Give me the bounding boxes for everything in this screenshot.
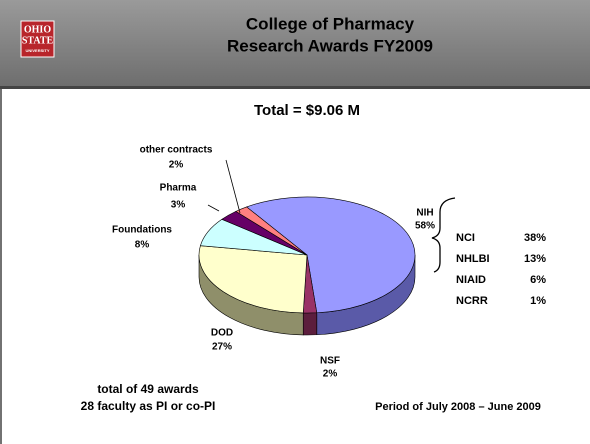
- footer-text: Period of July 2008 – June 2009: [375, 401, 541, 413]
- breakdown-value: 13%: [524, 253, 546, 265]
- logo-text: OHIO: [24, 24, 51, 35]
- category-label: NIH: [416, 208, 433, 219]
- value-label: 27%: [212, 342, 232, 353]
- footer-text: 28 faculty as PI or co-PI: [81, 399, 216, 413]
- header-band: [0, 0, 590, 86]
- category-label: other contracts: [140, 145, 213, 156]
- breakdown-name: NHLBI: [456, 253, 490, 265]
- leader-line: [225, 159, 241, 214]
- header-title: Research Awards FY2009: [227, 36, 433, 55]
- value-label: 2%: [323, 369, 338, 380]
- category-label: NSF: [320, 356, 340, 367]
- chart-title: Total = $9.06 M: [254, 102, 360, 119]
- breakdown-value: 38%: [524, 232, 546, 244]
- slice: [245, 196, 416, 314]
- breakdown-value: 1%: [530, 295, 546, 307]
- slice-side: [302, 312, 318, 336]
- category-label: Pharma: [160, 183, 197, 194]
- breakdown-name: NCRR: [456, 295, 488, 307]
- leader-line: [207, 204, 220, 212]
- breakdown-name: NCI: [456, 232, 475, 244]
- value-label: 8%: [135, 240, 150, 251]
- breakdown-name: NIAID: [456, 274, 486, 286]
- pie: [198, 196, 416, 336]
- logo-text: UNIVERSITY: [25, 48, 49, 53]
- slice: [235, 206, 308, 256]
- brace: [431, 197, 456, 273]
- header-title: College of Pharmacy: [246, 14, 415, 33]
- category-label: Foundations: [112, 225, 172, 236]
- footer-text: total of 49 awards: [97, 382, 199, 396]
- breakdown-value: 6%: [530, 274, 546, 286]
- header-rule: [0, 86, 590, 89]
- logo: [20, 20, 55, 58]
- value-label: 2%: [169, 160, 184, 171]
- value-label: 3%: [171, 200, 186, 211]
- logo-text: STATE: [22, 35, 54, 46]
- slice: [198, 245, 308, 314]
- value-label: 58%: [415, 221, 435, 232]
- category-label: DOD: [211, 328, 233, 339]
